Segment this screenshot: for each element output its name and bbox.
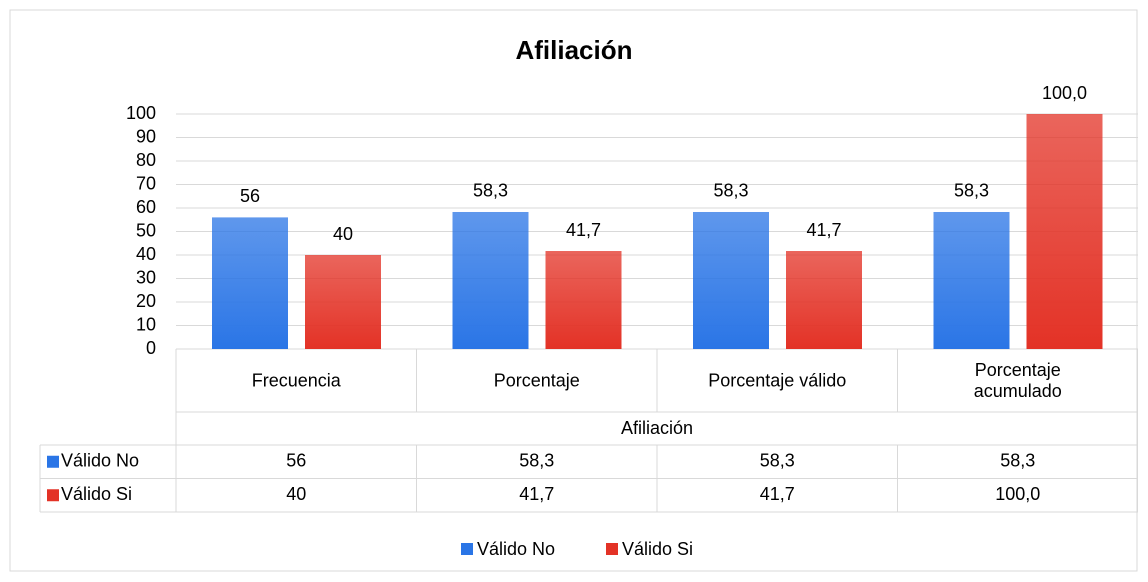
x-tick-label: Porcentaje: [493, 370, 580, 391]
data-label: 58,3: [713, 181, 748, 201]
table-cell: 58,3: [519, 451, 554, 471]
bar: [305, 255, 381, 349]
data-label: 40: [333, 224, 353, 244]
table-legend-key: [47, 489, 59, 502]
data-label: 58,3: [954, 181, 989, 201]
data-label: 41,7: [806, 220, 841, 240]
y-tick-label: 90: [136, 126, 156, 146]
table-cell: 40: [286, 484, 306, 504]
bar: [212, 217, 288, 349]
table-row-label: Válido No: [61, 451, 139, 471]
x-tick-label: Porcentaje acumulado: [973, 360, 1062, 401]
bar: [1026, 114, 1103, 349]
y-tick-label: 40: [136, 244, 156, 264]
table-row-label: Válido Si: [61, 484, 132, 504]
chart-title: Afiliación: [515, 35, 632, 65]
data-label: 56: [240, 186, 260, 206]
y-tick-label: 100: [126, 103, 156, 123]
legend-key: [461, 543, 473, 555]
data-label: 41,7: [566, 220, 601, 240]
table-cell: 41,7: [519, 484, 554, 504]
y-tick-label: 60: [136, 197, 156, 217]
bar: [693, 211, 769, 349]
table-cell: 100,0: [995, 484, 1040, 504]
y-tick-label: 20: [136, 291, 156, 311]
bar: [452, 211, 529, 349]
table-legend-key: [47, 455, 59, 468]
table-cell: 56: [286, 451, 306, 471]
data-label: 58,3: [473, 181, 508, 201]
table-cell: 58,3: [760, 451, 795, 471]
x-tick-label: Frecuencia: [251, 370, 341, 391]
legend-label: Válido No: [477, 539, 555, 559]
table-cell: 41,7: [760, 484, 795, 504]
legend-label: Válido Si: [622, 539, 693, 559]
y-tick-label: 80: [136, 150, 156, 170]
y-tick-label: 10: [136, 314, 156, 334]
y-tick-label: 30: [136, 267, 156, 287]
bar: [786, 251, 862, 349]
x-tick-label: Porcentaje válido: [708, 370, 847, 391]
bar: [933, 211, 1010, 349]
table-cell: 58,3: [1000, 451, 1035, 471]
legend-key: [606, 543, 618, 555]
x-axis-label: Afiliación: [621, 418, 693, 438]
data-label: 100,0: [1042, 83, 1087, 103]
bar: [545, 251, 622, 349]
y-tick-label: 0: [146, 338, 156, 358]
y-tick-label: 50: [136, 220, 156, 240]
y-tick-label: 70: [136, 173, 156, 193]
